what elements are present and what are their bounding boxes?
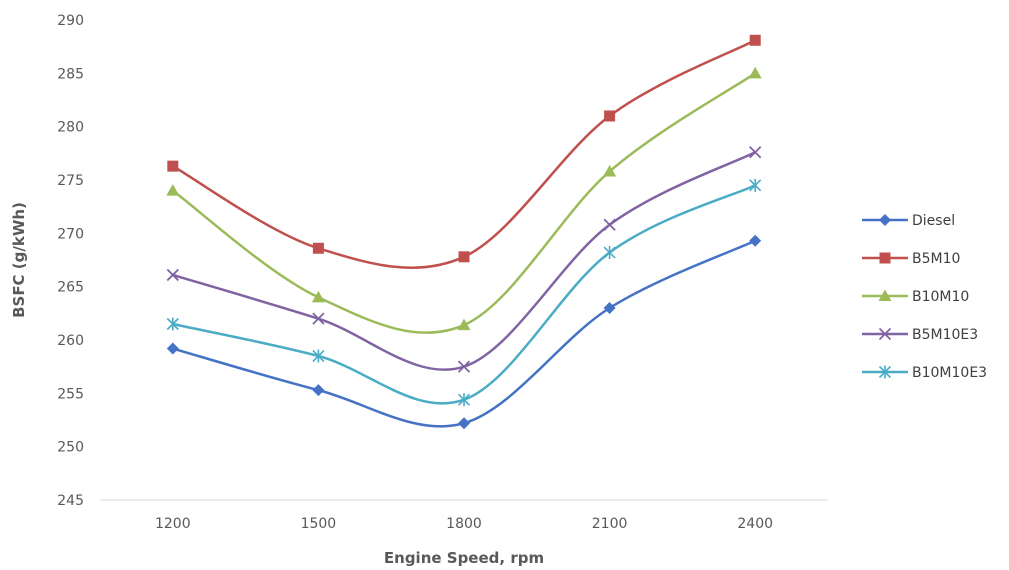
data-point bbox=[749, 178, 762, 192]
legend-marker bbox=[879, 214, 891, 226]
y-tick-label: 270 bbox=[57, 226, 84, 242]
y-tick-label: 265 bbox=[57, 280, 84, 296]
series-diesel bbox=[166, 234, 762, 430]
y-tick-label: 285 bbox=[57, 66, 84, 82]
data-point bbox=[458, 417, 470, 430]
y-tick-label: 260 bbox=[57, 333, 84, 349]
y-tick-label: 290 bbox=[57, 13, 84, 29]
data-point bbox=[312, 242, 324, 254]
data-point bbox=[312, 312, 325, 325]
y-tick-label: 250 bbox=[57, 440, 84, 456]
data-point bbox=[312, 349, 325, 363]
legend-label: B10M10E3 bbox=[912, 365, 987, 381]
legend-item: B5M10 bbox=[862, 251, 960, 267]
legend-marker bbox=[878, 327, 892, 341]
y-tick-label: 275 bbox=[57, 173, 84, 189]
data-point bbox=[457, 360, 471, 373]
legend-label: B5M10E3 bbox=[912, 327, 978, 343]
legend-item: B10M10 bbox=[862, 289, 969, 305]
data-point bbox=[166, 184, 180, 196]
data-point bbox=[166, 268, 179, 282]
data-point bbox=[457, 318, 471, 331]
data-point bbox=[749, 34, 761, 46]
x-axis-title: Engine Speed, rpm bbox=[384, 549, 544, 567]
series-layer bbox=[166, 34, 762, 430]
y-tick-label: 280 bbox=[57, 120, 84, 136]
data-point bbox=[311, 290, 325, 303]
series-b5m10e3 bbox=[166, 146, 762, 373]
legend-item: B10M10E3 bbox=[862, 365, 987, 381]
data-point bbox=[457, 393, 471, 407]
legend-marker bbox=[879, 252, 891, 264]
series-line bbox=[172, 184, 756, 405]
data-point bbox=[604, 110, 616, 122]
legend-label: Diesel bbox=[912, 213, 955, 229]
y-tick-labels: 245 250 255 260 265 270 275 280 285 290 bbox=[57, 13, 84, 509]
series-b10m10e3 bbox=[166, 178, 762, 407]
data-point bbox=[603, 246, 616, 260]
series-b10m10 bbox=[166, 66, 762, 334]
legend-label: B10M10 bbox=[912, 289, 969, 305]
y-tick-label: 255 bbox=[57, 386, 84, 402]
data-point bbox=[603, 218, 616, 231]
series-b5m10 bbox=[167, 34, 761, 269]
x-tick-label: 1500 bbox=[301, 516, 337, 532]
data-point bbox=[167, 160, 179, 172]
data-point bbox=[166, 317, 179, 331]
data-point bbox=[749, 234, 762, 247]
legend-item: B5M10E3 bbox=[862, 327, 978, 343]
data-point bbox=[748, 66, 762, 79]
y-tick-label: 245 bbox=[57, 493, 84, 509]
legend-label: B5M10 bbox=[912, 251, 960, 267]
x-tick-label: 1200 bbox=[155, 516, 191, 532]
x-tick-label: 1800 bbox=[446, 516, 482, 532]
x-tick-label: 2100 bbox=[592, 516, 628, 532]
data-point bbox=[312, 384, 325, 397]
data-point bbox=[458, 251, 470, 263]
legend-marker bbox=[878, 365, 892, 379]
legend-item: Diesel bbox=[862, 213, 955, 229]
series-line bbox=[172, 39, 756, 269]
data-point bbox=[749, 146, 762, 159]
series-line bbox=[172, 72, 756, 334]
data-point bbox=[166, 342, 179, 355]
x-tick-labels: 1200 1500 1800 2100 2400 bbox=[155, 516, 773, 532]
data-point bbox=[603, 302, 616, 314]
x-tick-label: 2400 bbox=[737, 516, 773, 532]
legend: Diesel B5M10 B10M10 B5M10E3 B10M10E3 bbox=[862, 213, 987, 381]
data-point bbox=[603, 164, 617, 177]
y-axis-title: BSFC (g/kWh) bbox=[10, 202, 28, 318]
legend-marker bbox=[878, 289, 892, 301]
